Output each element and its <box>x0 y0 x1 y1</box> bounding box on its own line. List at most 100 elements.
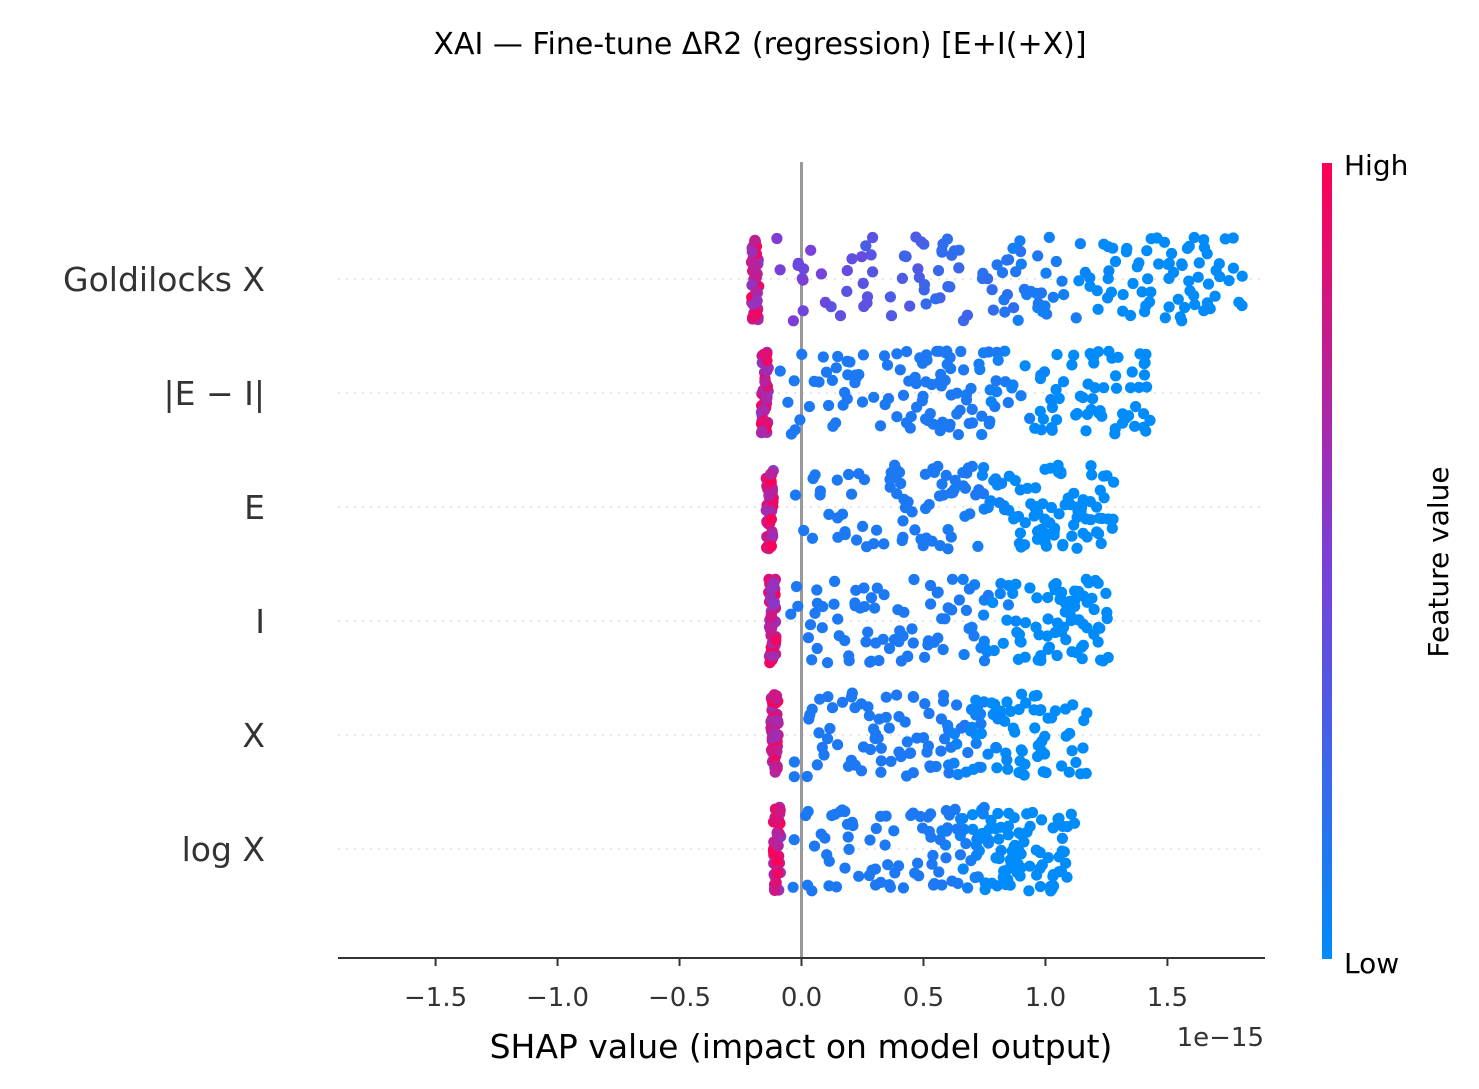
shap-point <box>897 882 910 894</box>
shap-point <box>828 598 840 610</box>
shap-point <box>865 655 877 667</box>
shap-point <box>850 372 862 384</box>
shap-point <box>1138 369 1151 381</box>
shap-point <box>977 488 990 500</box>
shap-point <box>893 746 905 758</box>
shap-point <box>946 573 959 585</box>
shap-point <box>797 274 809 286</box>
shap-point <box>1084 272 1096 284</box>
shap-point <box>889 459 901 471</box>
shap-point <box>1018 769 1030 781</box>
shap-point <box>1023 885 1035 897</box>
shap-point <box>1050 255 1062 268</box>
shap-point <box>1064 727 1076 740</box>
shap-point <box>757 348 770 361</box>
shap-point <box>769 728 782 740</box>
shap-point <box>1006 382 1018 394</box>
shap-point <box>834 310 847 322</box>
shap-point <box>1081 531 1093 543</box>
shap-point <box>1082 378 1094 390</box>
shap-point <box>846 488 858 500</box>
shap-point <box>932 265 945 277</box>
shap-point <box>792 600 804 612</box>
shap-point <box>1068 349 1080 361</box>
shap-point <box>958 649 970 661</box>
shap-point <box>909 524 921 536</box>
shap-point <box>1056 275 1068 287</box>
shap-point <box>767 650 779 662</box>
shap-point <box>875 755 887 767</box>
shap-point <box>811 759 823 771</box>
shap-point <box>1133 257 1145 269</box>
shap-point <box>769 878 781 890</box>
shap-point <box>901 770 913 782</box>
shap-point <box>1000 879 1012 891</box>
shap-point <box>803 401 816 413</box>
shap-point <box>1088 357 1100 369</box>
x-tick-label: 1.0 <box>1025 983 1066 1013</box>
shap-point <box>794 414 806 426</box>
shap-point <box>765 468 777 480</box>
shap-point <box>1024 860 1036 872</box>
x-tick-label: 0.0 <box>781 983 822 1013</box>
shap-point <box>963 583 976 595</box>
shap-point <box>883 722 895 734</box>
shap-point <box>907 637 919 649</box>
x-tick-label: −1.5 <box>404 983 467 1013</box>
shap-point <box>853 870 865 882</box>
shap-point <box>895 477 907 490</box>
shap-point <box>943 767 955 779</box>
shap-point <box>1009 726 1021 738</box>
shap-point <box>787 315 800 327</box>
shap-point <box>1166 247 1178 260</box>
shap-point <box>788 756 801 768</box>
shap-point <box>990 473 1002 485</box>
shap-point <box>823 855 835 867</box>
shap-point <box>843 468 855 481</box>
shap-point <box>1140 425 1152 437</box>
shap-point <box>1181 242 1193 254</box>
shap-point <box>976 410 988 422</box>
shap-point <box>953 594 966 606</box>
shap-point <box>884 881 897 893</box>
shap-point <box>921 354 933 366</box>
shap-point <box>1142 273 1154 285</box>
shap-point <box>962 882 974 894</box>
shap-point <box>816 622 828 634</box>
shap-point <box>942 281 954 293</box>
shap-point <box>811 597 824 609</box>
shap-point <box>1024 412 1036 424</box>
shap-point <box>976 429 988 441</box>
shap-point <box>763 489 775 502</box>
shap-point <box>860 240 872 252</box>
shap-point <box>1047 291 1059 303</box>
shap-point <box>1055 623 1067 635</box>
shap-point <box>1209 290 1221 302</box>
shap-point <box>1010 615 1022 627</box>
shap-point <box>919 468 932 480</box>
shap-point <box>1058 289 1070 301</box>
shap-point <box>1062 492 1074 504</box>
shap-point <box>1073 275 1085 287</box>
shap-point <box>839 526 851 538</box>
shap-point <box>932 460 944 472</box>
shap-point <box>957 813 969 825</box>
shap-point <box>1145 233 1157 245</box>
shap-point <box>924 579 937 592</box>
shap-point <box>963 623 975 635</box>
shap-point <box>845 691 858 703</box>
shap-point <box>823 399 835 412</box>
shap-point <box>792 257 805 269</box>
shap-point <box>801 770 813 783</box>
x-axis-label: SHAP value (impact on model output) <box>490 1027 1113 1066</box>
shap-point <box>960 838 972 850</box>
shap-point <box>819 832 831 844</box>
shap-point <box>1098 492 1110 504</box>
shap-point <box>861 297 873 309</box>
shap-point <box>925 598 937 610</box>
shap-point <box>923 707 935 720</box>
shap-point <box>995 578 1007 590</box>
shap-point <box>870 728 882 740</box>
shap-point <box>788 375 800 387</box>
shap-point <box>849 597 861 609</box>
